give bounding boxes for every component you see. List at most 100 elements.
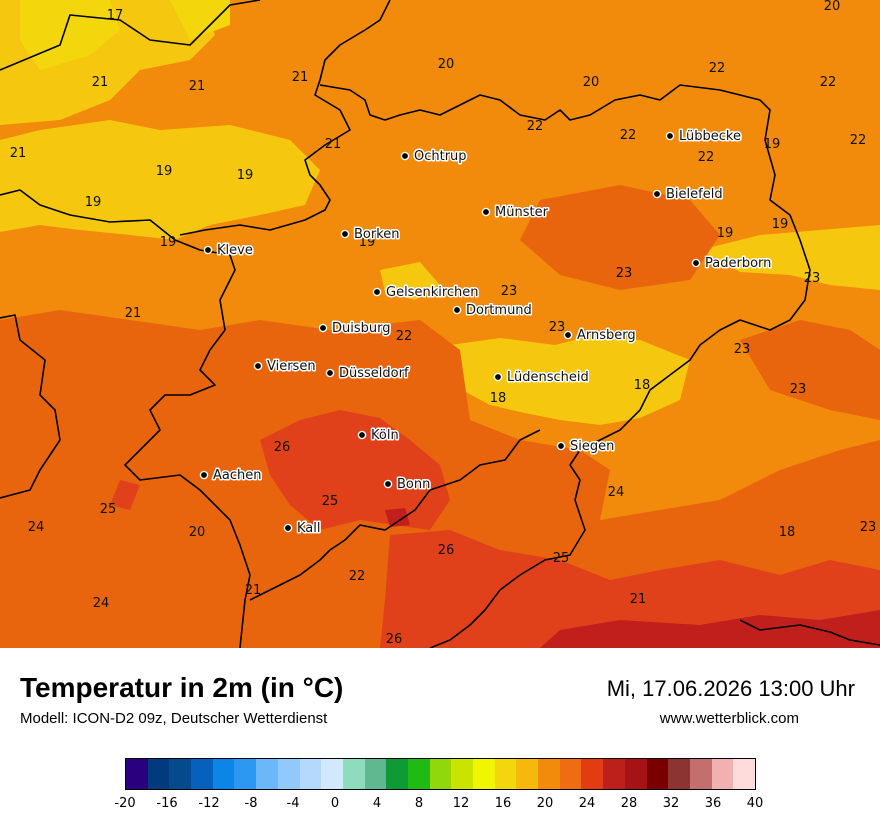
temperature-value: 22 [396, 329, 413, 344]
color-scale-cell [624, 759, 647, 789]
city-label: Viersen [267, 359, 316, 374]
color-scale-cell [364, 759, 387, 789]
color-scale-tick-label: 0 [330, 796, 340, 811]
color-scale-tick-label: 8 [414, 796, 424, 811]
temperature-value: 19 [85, 195, 102, 210]
website-link[interactable]: www.wetterblick.com [659, 710, 799, 727]
temperature-value: 22 [850, 133, 867, 148]
city-dot [253, 361, 263, 371]
temperature-value: 26 [386, 632, 403, 647]
city-label: Duisburg [332, 321, 391, 336]
temperature-value: 24 [28, 520, 45, 535]
temperature-value: 19 [359, 235, 376, 250]
color-scale-cell [407, 759, 430, 789]
color-scale [125, 758, 756, 790]
color-scale-cell [147, 759, 170, 789]
city-label: Dortmund [466, 303, 532, 318]
city-label: Lübbecke [679, 129, 741, 144]
color-scale-cell [342, 759, 365, 789]
city-viersen: Viersen [253, 358, 317, 376]
city-dot [691, 258, 701, 268]
color-scale-tick-label: -20 [114, 796, 136, 811]
city-aachen: Aachen [199, 467, 263, 485]
color-scale-cell [429, 759, 452, 789]
city-duisburg: Duisburg [318, 320, 392, 338]
temperature-value: 22 [527, 119, 544, 134]
city-kleve: Kleve [203, 242, 254, 260]
city-bielefeld: Bielefeld [652, 186, 724, 204]
city-dot [556, 441, 566, 451]
very-hot-areas [385, 508, 880, 648]
color-scale-tick-label: 36 [704, 796, 722, 811]
temperature-value: 22 [820, 75, 837, 90]
city-borken: Borken [340, 226, 401, 244]
city-label: Bonn [397, 477, 430, 492]
color-scale-cell [733, 759, 755, 789]
city-label: Aachen [213, 468, 261, 483]
city-label: Arnsberg [577, 328, 636, 343]
temperature-value: 19 [237, 168, 254, 183]
color-scale-cell [689, 759, 712, 789]
temperature-value: 22 [349, 569, 366, 584]
city-label: Kleve [217, 243, 253, 258]
color-scale-cell [711, 759, 734, 789]
temperature-value: 25 [553, 551, 570, 566]
temperature-value: 23 [734, 342, 751, 357]
city-label: Borken [354, 227, 400, 242]
color-scale-cell [256, 759, 278, 789]
temperature-value: 19 [772, 217, 789, 232]
color-scale-tick-label: -16 [156, 796, 178, 811]
city-dot [357, 430, 367, 440]
city-label: Kall [297, 521, 321, 536]
color-scale-cell [538, 759, 560, 789]
color-scale-cell [169, 759, 192, 789]
color-scale-tick-label: 32 [662, 796, 680, 811]
color-scale-cell [668, 759, 690, 789]
color-scale-tick-label: 12 [452, 796, 470, 811]
temperature-value: 19 [764, 137, 781, 152]
city-k-ln: Köln [357, 427, 400, 445]
temperature-value: 23 [860, 520, 877, 535]
temperature-value: 18 [634, 378, 651, 393]
color-scale-cell [603, 759, 625, 789]
color-scale-tick-label: -12 [198, 796, 220, 811]
color-scale-cell [581, 759, 604, 789]
temperature-value: 21 [325, 137, 342, 152]
temperature-value: 22 [709, 61, 726, 76]
temperature-value: 18 [490, 391, 507, 406]
color-scale-cell [234, 759, 257, 789]
color-scale-ticks: -20 -16 -12 -8 -4 0 4 8 12 16 20 24 28 32 36 40 [0, 796, 880, 814]
temperature-value: 21 [292, 70, 309, 85]
city-l-bbecke: Lübbecke [665, 128, 742, 146]
temperature-value: 22 [620, 128, 637, 143]
city-label: Bielefeld [666, 187, 723, 202]
color-scale-tick-label: 20 [536, 796, 554, 811]
city-dot [203, 245, 213, 255]
city-dot [481, 207, 491, 217]
color-scale-tick-label: 16 [494, 796, 512, 811]
temperature-value: 20 [824, 0, 841, 14]
city-ochtrup: Ochtrup [400, 148, 468, 166]
borders [0, 0, 880, 648]
city-dortmund: Dortmund [452, 302, 533, 320]
city-paderborn: Paderborn [691, 255, 773, 273]
temperature-value: 23 [616, 266, 633, 281]
city-dot [318, 323, 328, 333]
city-markers: Lübbecke Ochtrup Bielefeld Münster Borken Kle… [199, 128, 773, 538]
city-arnsberg: Arnsberg [563, 327, 637, 345]
color-scale-tick-label: 4 [372, 796, 382, 811]
city-d-sseldorf: Düsseldorf [325, 365, 410, 383]
city-label: Ochtrup [414, 149, 467, 164]
color-scale-cell [321, 759, 343, 789]
color-scale-cell [494, 759, 517, 789]
city-bonn: Bonn [383, 476, 432, 494]
temperature-value: 23 [501, 284, 518, 299]
city-gelsenkirchen: Gelsenkirchen [372, 284, 480, 302]
temperature-value: 17 [107, 8, 124, 23]
color-scale-cell [212, 759, 235, 789]
temperature-value: 21 [92, 75, 109, 90]
city-label: Gelsenkirchen [386, 285, 479, 300]
temperature-value: 26 [438, 543, 455, 558]
color-scale-cell [191, 759, 213, 789]
temperature-value: 24 [608, 485, 625, 500]
